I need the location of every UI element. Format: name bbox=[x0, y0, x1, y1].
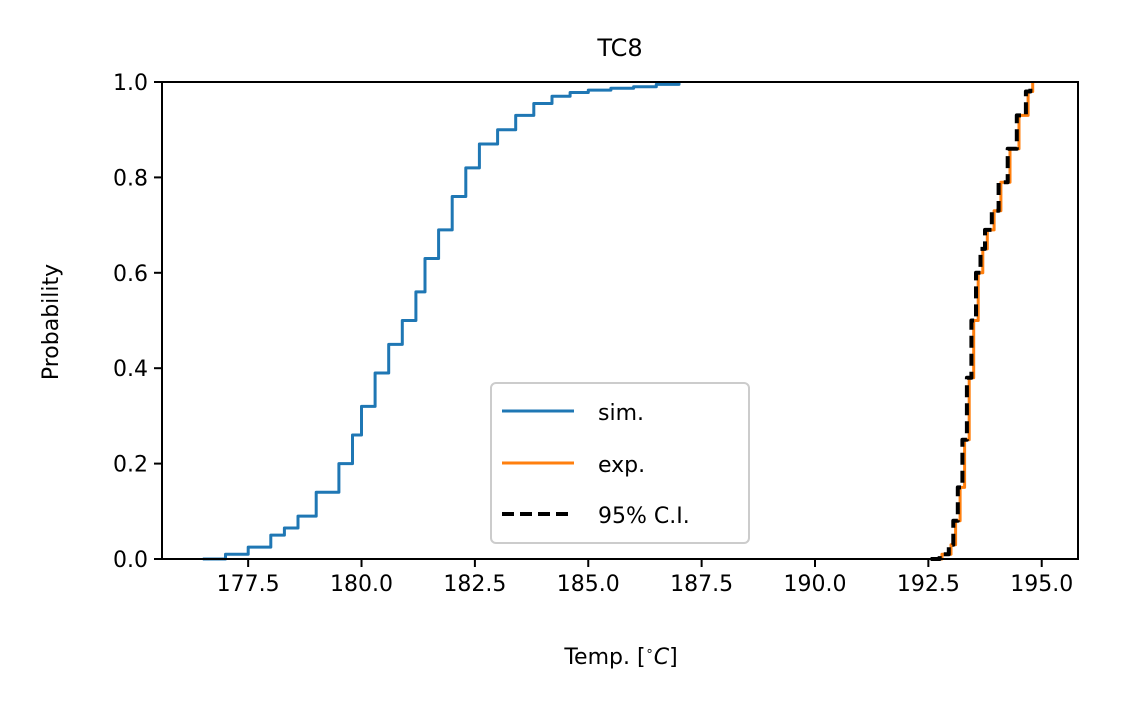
series-line-sim bbox=[202, 82, 681, 561]
x-axis-label-degree: ∘ bbox=[646, 644, 654, 659]
x-axis-ticks: 177.5 180.0 182.5 185.0 187.5 190.0 192.5 195.0 bbox=[217, 559, 1073, 597]
legend-label-exp: exp. bbox=[598, 453, 645, 478]
y-tick-label: 0.2 bbox=[113, 453, 148, 478]
x-tick-label: 185.0 bbox=[557, 572, 620, 597]
x-tick-label: 187.5 bbox=[670, 572, 733, 597]
y-tick-label: 0.0 bbox=[113, 548, 148, 573]
x-tick-label: 195.0 bbox=[1010, 572, 1073, 597]
y-tick-label: 0.8 bbox=[113, 166, 148, 191]
legend-label-ci: 95% C.I. bbox=[598, 504, 690, 529]
plot-area-frame bbox=[161, 81, 1079, 560]
series-layer bbox=[202, 82, 1035, 561]
series-line-95-c-i bbox=[930, 82, 1033, 561]
y-axis-label: Probability bbox=[39, 264, 64, 380]
y-tick-label: 0.6 bbox=[113, 262, 148, 287]
chart-title: TC8 bbox=[596, 34, 642, 62]
legend: sim. exp. 95% C.I. bbox=[490, 382, 750, 544]
x-tick-label: 182.5 bbox=[443, 572, 506, 597]
x-axis-label-close: ] bbox=[669, 645, 678, 670]
x-axis-label: Temp. [∘C] bbox=[563, 644, 677, 670]
legend-label-sim: sim. bbox=[598, 401, 644, 426]
x-tick-label: 190.0 bbox=[783, 572, 846, 597]
x-tick-label: 180.0 bbox=[330, 572, 393, 597]
x-axis-label-unit: C bbox=[654, 645, 670, 670]
x-axis-label-text: Temp. [ bbox=[563, 645, 645, 670]
y-tick-label: 1.0 bbox=[113, 71, 148, 96]
x-tick-label: 177.5 bbox=[217, 572, 280, 597]
y-axis-ticks: 0.0 0.2 0.4 0.6 0.8 1.0 bbox=[113, 71, 162, 573]
x-tick-label: 192.5 bbox=[897, 572, 960, 597]
y-tick-label: 0.4 bbox=[113, 357, 148, 382]
legend-box bbox=[490, 382, 750, 544]
